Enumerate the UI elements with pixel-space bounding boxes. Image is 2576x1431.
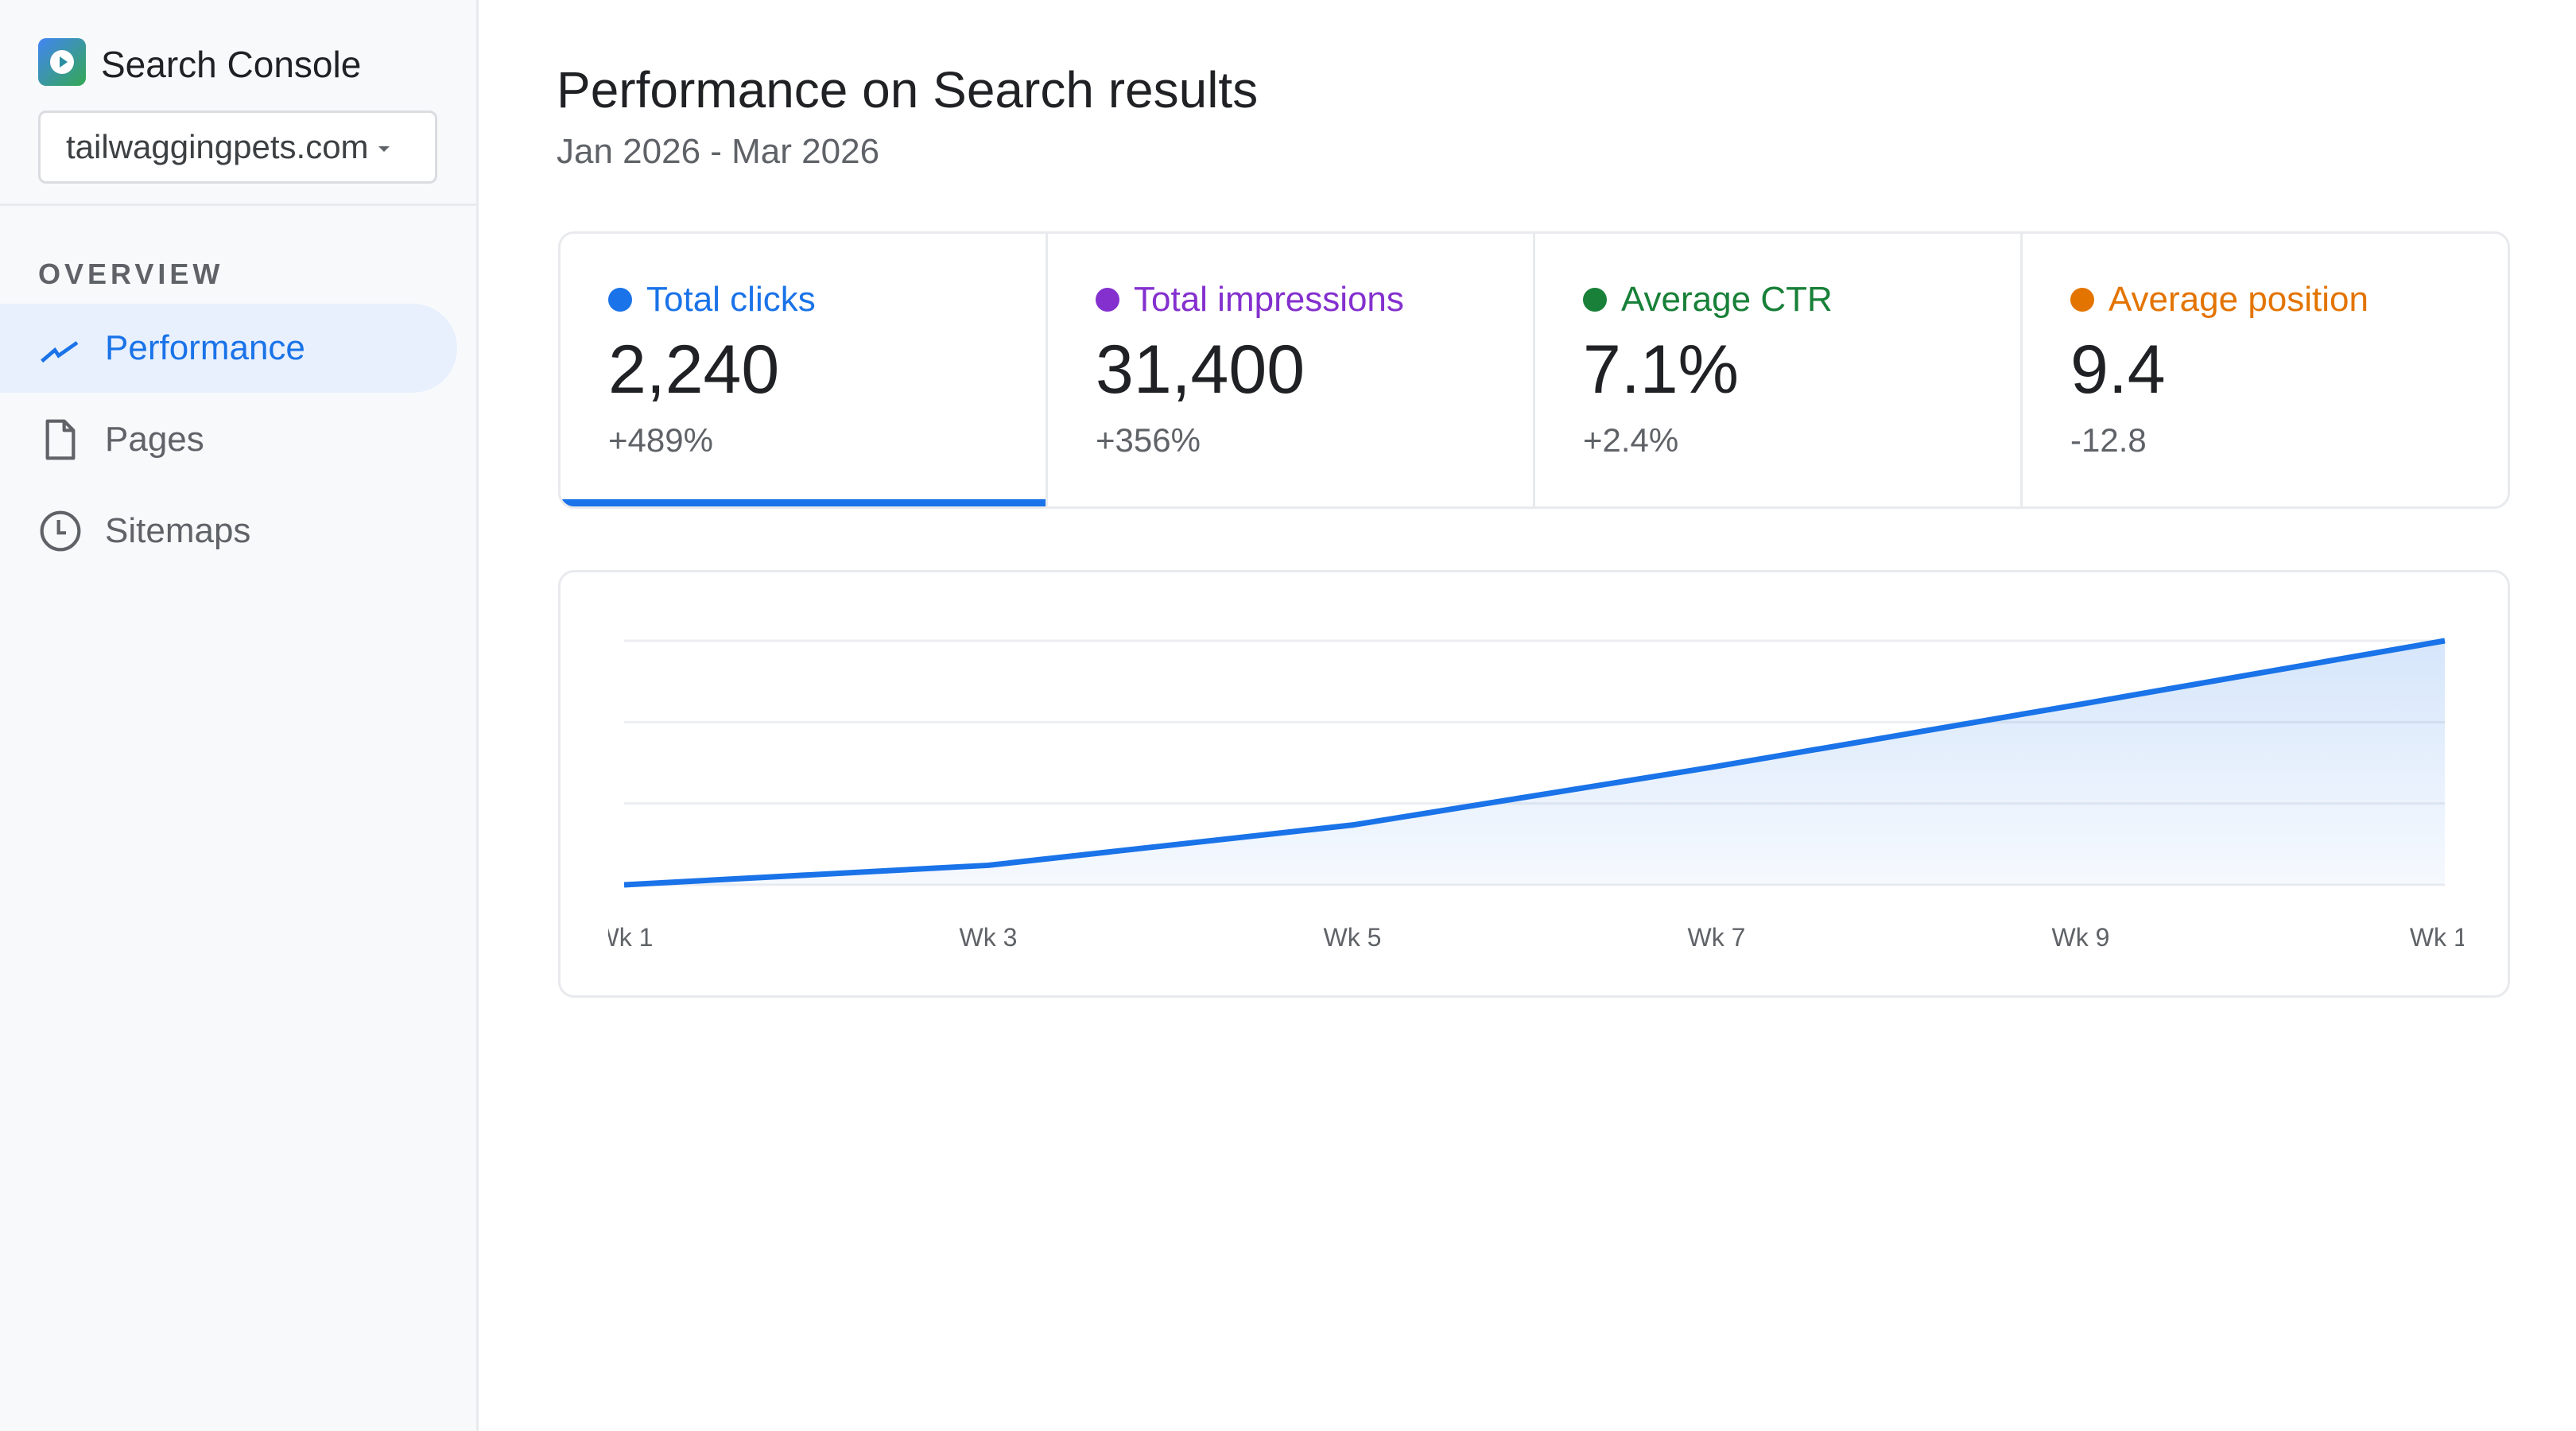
page-icon (45, 419, 76, 460)
dot-icon (1583, 288, 1607, 312)
chart-svg: Wk 1 Wk 3 Wk 5 Wk 7 Wk 9 Wk 11 (596, 638, 2480, 952)
metric-label: Total impressions (1134, 280, 1404, 319)
dot-icon (608, 288, 632, 312)
metric-cards: Total clicks 2,240 +489% Total impressio… (558, 231, 2510, 509)
metric-change: -12.8 (2070, 421, 2147, 459)
metric-value: 9.4 (2070, 332, 2166, 408)
sidebar-item-sitemaps[interactable]: Sitemaps (0, 487, 457, 576)
sidebar-item-label: Pages (105, 420, 204, 459)
x-tick-label: Wk 5 (1324, 923, 1382, 952)
x-tick-label: Wk 9 (2052, 923, 2110, 952)
metric-label: Total clicks (646, 280, 816, 319)
date-range: Jan 2026 - Mar 2026 (557, 132, 880, 171)
metric-card-average-ctr[interactable]: Average CTR 7.1% +2.4% (1535, 234, 2023, 506)
divider (0, 204, 479, 206)
metric-label: Average CTR (1621, 280, 1833, 319)
selected-indicator (561, 499, 1046, 506)
sidebar-item-pages[interactable]: Pages (0, 395, 457, 484)
metric-value: 31,400 (1096, 332, 1305, 408)
trend-icon (41, 341, 79, 363)
sidebar-item-performance[interactable]: Performance (0, 304, 457, 393)
caret-down-icon (378, 146, 390, 153)
x-tick-label: Wk 3 (960, 923, 1018, 952)
metric-value: 7.1% (1583, 332, 1740, 408)
metric-change: +2.4% (1583, 421, 1679, 459)
dot-icon (2070, 288, 2094, 312)
page-title: Performance on Search results (557, 61, 1259, 118)
series-line (623, 638, 2446, 888)
app-title: Search Console (101, 44, 362, 85)
property-selector[interactable]: tailwaggingpets.com (38, 111, 437, 184)
sidebar-item-label: Sitemaps (105, 511, 251, 550)
x-tick-label: Wk 1 (596, 923, 654, 952)
metric-value: 2,240 (608, 332, 780, 408)
dot-icon (1096, 288, 1119, 312)
metric-card-total-impressions[interactable]: Total impressions 31,400 +356% (1048, 234, 1535, 506)
performance-chart: Wk 1 Wk 3 Wk 5 Wk 7 Wk 9 Wk 11 (558, 570, 2510, 998)
metric-card-total-clicks[interactable]: Total clicks 2,240 +489% (561, 234, 1048, 506)
x-tick-label: Wk 11 (2410, 923, 2480, 952)
sidebar-item-label: Performance (105, 328, 305, 367)
area-fill (624, 641, 2445, 885)
clock-icon (40, 510, 81, 552)
metric-card-average-position[interactable]: Average position 9.4 -12.8 (2023, 234, 2508, 506)
search-console-logo-icon (38, 38, 86, 86)
metric-label: Average position (2109, 280, 2368, 319)
sidebar: Search Console tailwaggingpets.com OVERV… (0, 0, 479, 1431)
metric-change: +489% (608, 421, 713, 459)
section-heading: OVERVIEW (38, 258, 224, 290)
property-name: tailwaggingpets.com (66, 128, 369, 165)
metric-change: +356% (1096, 421, 1201, 459)
x-tick-label: Wk 7 (1688, 923, 1746, 952)
